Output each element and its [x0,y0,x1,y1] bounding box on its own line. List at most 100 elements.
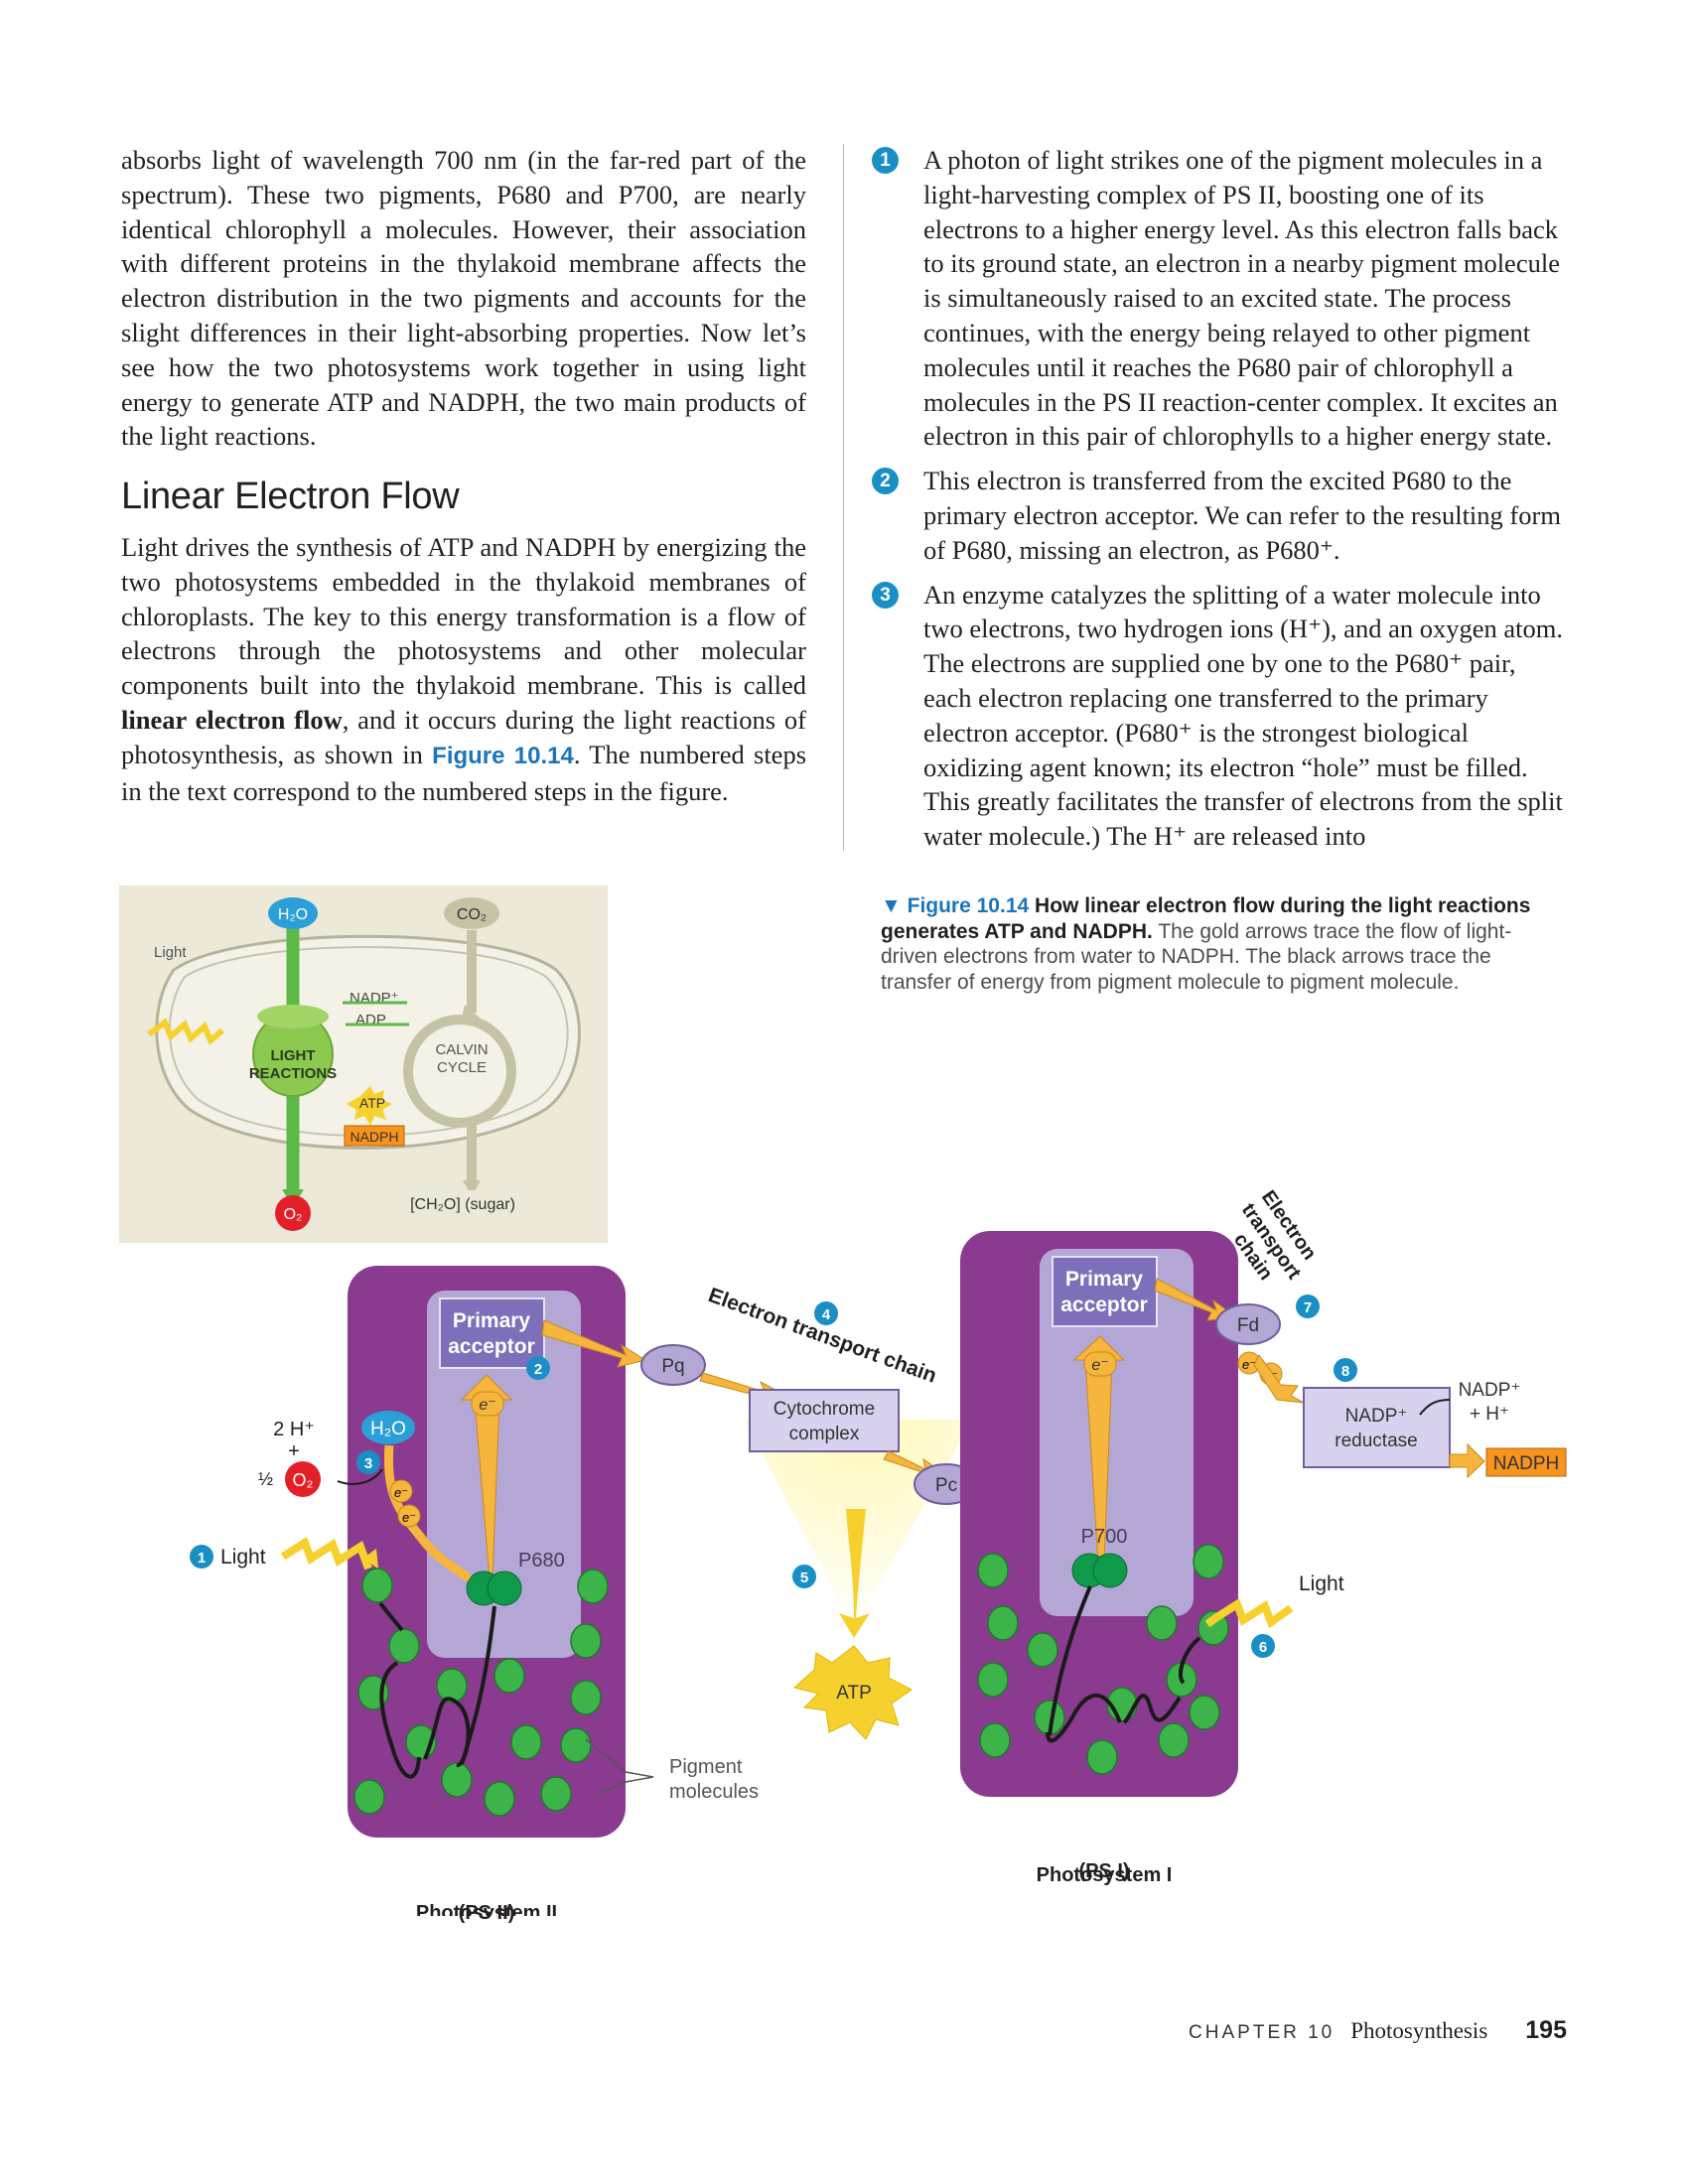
step-6-number: 6 [1259,1639,1267,1656]
pigment-molecule [441,1762,473,1798]
footer-title: Photosynthesis [1350,2018,1488,2043]
calvin-cycle-arrows [403,930,516,1185]
o2-label: O₂ [284,1206,303,1223]
ps1-light-label: Light [1299,1572,1344,1595]
sugar-label: [CH₂O] (sugar) [410,1196,515,1213]
light-arrowhead [362,1549,378,1569]
ferredoxin-fd [1215,1303,1281,1345]
atp-label: ATP [836,1683,872,1704]
sugar-box [402,1190,523,1216]
ps2-o2-label: O₂ [293,1470,314,1490]
cyto-label-1: Cytochrome [774,1399,875,1420]
water-electron-label: e⁻ [402,1510,416,1525]
co2-bubble [444,897,499,929]
water-split-arrow [337,1468,383,1485]
pigment-molecule [1086,1739,1118,1775]
pigment-molecule [1146,1605,1178,1641]
energy-arrow [379,1661,421,1779]
water-electron-token [397,1504,421,1528]
ps2-h2o-label: H₂O [370,1419,406,1439]
ps2-o2-bubble [285,1461,321,1497]
light-reactions-label-2: REACTIONS [249,1065,337,1082]
figure-title: How linear electron flow during the ligh… [881,894,1531,943]
step-3: 3 An enzyme catalyzes the splitting of a … [872,578,1567,854]
ps2-label-2: (PS II) [458,1902,515,1924]
p700-label: P700 [1081,1526,1128,1548]
nadph-box [1485,1447,1567,1477]
step-3-number: 3 [364,1455,372,1472]
energy-arrow [1046,1694,1122,1743]
step-text: An enzyme catalyzes the splitting of a w… [923,579,1563,852]
ps2-light-bolt-icon [280,1536,372,1570]
key-term: linear electron flow [121,704,343,735]
pq-label: Pq [661,1356,684,1377]
pigment-molecule [361,1568,393,1603]
h2o-bubble [268,897,318,929]
pigment-molecule [987,1605,1019,1641]
ps2-pigment-molecules [353,1568,609,1817]
footer-chapter: CHAPTER 10 [1189,2022,1336,2043]
energy-arrow [1048,1585,1092,1736]
ps2-electron-label: e⁻ [479,1397,495,1414]
ps1-reaction-center [1040,1249,1194,1616]
pigment-molecule [570,1623,602,1659]
page-footer: CHAPTER 10 Photosynthesis 195 [993,2016,1567,2045]
nadp-reductase-label-1: NADP⁺ [1345,1406,1408,1427]
nadp-reductase-label-2: reductase [1335,1431,1417,1451]
water-electron-path [383,1444,473,1582]
calvin-label-2: CYCLE [437,1059,487,1076]
pigment-molecule [1189,1695,1220,1730]
p700-chlorophyll-right [1092,1553,1128,1588]
nadp-input-label-2: + H⁺ [1470,1404,1509,1425]
ps2-reaction-center [427,1291,581,1658]
fd-label: Fd [1237,1315,1259,1336]
ps1-energy-transfer-arrows [1046,1585,1201,1743]
pigment-molecule [540,1776,572,1812]
energy-arrow [1122,1694,1182,1724]
pigment-pointer-line [585,1738,654,1778]
step-text: A photon of light strikes one of the pig… [923,145,1560,452]
pc-label: Pc [935,1475,957,1496]
ps2-h2o-bubble [361,1411,415,1444]
half-label: ½ [258,1469,273,1489]
pigment-molecule [1027,1632,1058,1668]
atp-starburst [347,1086,392,1126]
p680-label: P680 [518,1550,565,1571]
step-1: 1 A photon of light strikes one of the pi… [872,143,1567,454]
pigment-pointer-line [597,1776,654,1795]
p680-chlorophyll-right [487,1570,522,1606]
paragraph-intro: absorbs light of wavelength 700 nm (in t… [121,145,806,452]
step-3-badge [356,1450,380,1474]
step-2-number: 2 [534,1361,542,1378]
pigment-molecule [979,1722,1011,1758]
complex-top [257,1005,329,1028]
ps2-primary-label-1: Primary [453,1309,531,1332]
h2o-label: H₂O [278,906,308,923]
step-5-number: 5 [800,1570,808,1586]
ps2-energy-transfer-arrows [378,1601,496,1779]
ps2-label-1: Photosystem II [416,1902,557,1916]
ps1-primary-acceptor-box [1052,1256,1158,1327]
column-divider [843,144,844,851]
figure-reference-link[interactable]: Figure 10.14 [432,742,574,769]
o2-bubble [275,1195,311,1231]
page-number: 195 [1525,2016,1567,2044]
ps2-primary-label-2: acceptor [448,1335,535,1358]
pigment-label-1: Pigment [669,1756,743,1778]
figure-caption: ▼ Figure 10.14 How linear electron flow … [881,893,1566,995]
etc-label: Electron transport chain [705,1284,939,1388]
step-number-badge: 3 [872,581,899,609]
reductase-to-nadph-arrow [1449,1442,1485,1479]
cyto-label-2: complex [789,1424,860,1444]
pigment-molecule [353,1779,385,1815]
ps1-label-2: (PS I) [1078,1860,1130,1882]
pigment-molecule [560,1727,592,1763]
pigment-label-2: molecules [669,1781,759,1803]
step-2: 2 This electron is transferred from the e… [872,464,1567,567]
pigment-molecule [577,1569,609,1604]
step-8-number: 8 [1341,1363,1349,1380]
step-8-badge [1334,1358,1357,1382]
fd-to-reductase-arrow [1253,1354,1305,1404]
ps2-electron-token [471,1391,504,1417]
step-number-badge: 1 [872,147,899,174]
